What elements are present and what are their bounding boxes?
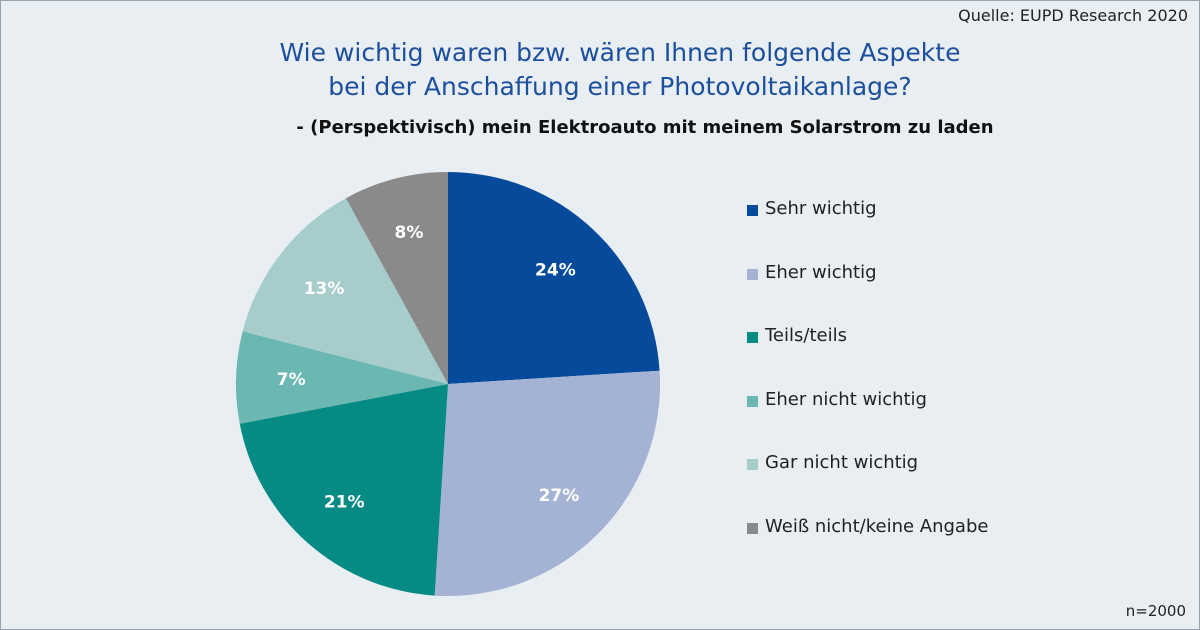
legend-label: Teils/teils bbox=[765, 325, 847, 346]
legend-item-eher-wichtig: Eher wichtig bbox=[747, 262, 988, 326]
pie-slice-2 bbox=[239, 384, 448, 596]
legend-item-sehr-wichtig: Sehr wichtig bbox=[747, 198, 988, 262]
legend-label: Eher nicht wichtig bbox=[765, 388, 927, 410]
legend-swatch bbox=[747, 395, 758, 407]
chart-title-line-1: Wie wichtig waren bzw. wären Ihnen folge… bbox=[279, 38, 961, 67]
legend: Sehr wichtig Eher wichtig Teils/teils Eh… bbox=[747, 198, 988, 579]
pie-slice-label-3: 7% bbox=[277, 370, 306, 390]
pie-slice-label-1: 27% bbox=[539, 486, 580, 506]
pie-slice-4 bbox=[242, 198, 448, 384]
legend-item-weiss-nicht: Weiß nicht/keine Angabe bbox=[747, 516, 988, 580]
legend-item-eher-nicht-wichtig: Eher nicht wichtig bbox=[747, 389, 988, 453]
legend-label: Eher wichtig bbox=[765, 261, 877, 283]
legend-label: Sehr wichtig bbox=[765, 198, 877, 219]
chart-subtitle: - (Perspektivisch) mein Elektroauto mit … bbox=[296, 117, 994, 138]
pie-slice-1 bbox=[434, 370, 660, 596]
legend-swatch bbox=[747, 459, 758, 470]
legend-swatch bbox=[747, 332, 758, 343]
pie-slice-label-0: 24% bbox=[535, 261, 576, 281]
legend-label: Weiß nicht/keine Angabe bbox=[765, 515, 989, 537]
pie-slice-label-4: 13% bbox=[304, 279, 345, 299]
legend-item-gar-nicht-wichtig: Gar nicht wichtig bbox=[747, 452, 988, 516]
legend-label: Gar nicht wichtig bbox=[765, 452, 919, 473]
legend-swatch bbox=[747, 522, 758, 534]
sample-size-note: n=2000 bbox=[1125, 602, 1186, 620]
legend-swatch bbox=[747, 205, 758, 216]
chart-title: Wie wichtig waren bzw. wären Ihnen folge… bbox=[0, 36, 1200, 104]
legend-swatch bbox=[747, 268, 758, 280]
chart-title-line-2: bei der Anschaffung einer Photovoltaikan… bbox=[328, 72, 912, 101]
legend-item-teils-teils: Teils/teils bbox=[747, 325, 988, 389]
pie-slice-5 bbox=[345, 172, 448, 384]
pie-slice-0 bbox=[448, 172, 660, 384]
pie-slice-label-5: 8% bbox=[395, 223, 424, 243]
pie-slice-3 bbox=[236, 331, 448, 424]
source-note: Quelle: EUPD Research 2020 bbox=[958, 6, 1188, 25]
pie-slice-label-2: 21% bbox=[324, 493, 365, 513]
